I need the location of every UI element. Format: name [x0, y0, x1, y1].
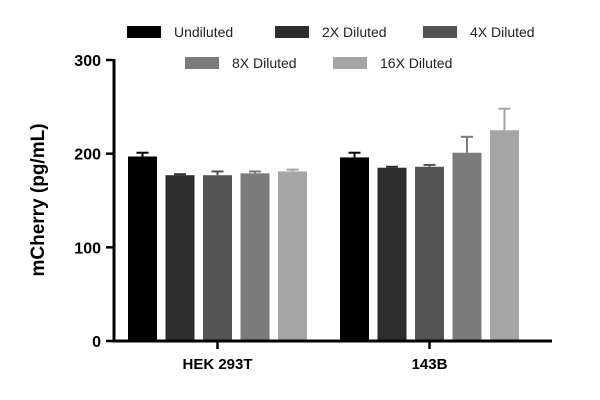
- y-tick-label: 200: [74, 147, 101, 164]
- bar: [340, 157, 369, 341]
- bar: [452, 152, 482, 341]
- bar: [203, 175, 232, 341]
- bars: [128, 107, 519, 341]
- legend-label: 16X Diluted: [380, 55, 452, 71]
- legend-item: 4X Diluted: [423, 24, 535, 40]
- bar: [128, 156, 157, 341]
- bar: [377, 167, 407, 341]
- bar: [240, 173, 270, 341]
- bar: [415, 166, 444, 341]
- legend-swatch: [185, 57, 219, 69]
- legend-item: 16X Diluted: [333, 55, 452, 71]
- bar: [278, 171, 307, 341]
- y-tick-label: 0: [92, 334, 101, 351]
- x-axis: HEK 293T 143B: [112, 339, 552, 373]
- legend: Undiluted 2X Diluted 4X Diluted 8X Diluted 1…: [127, 24, 535, 71]
- legend-label: 2X Diluted: [322, 24, 387, 40]
- bar: [490, 130, 519, 341]
- y-axis-label: mCherry (pg/mL): [28, 123, 49, 276]
- legend-item: 8X Diluted: [185, 55, 297, 71]
- legend-swatch: [423, 26, 457, 38]
- y-tick-label: 300: [74, 53, 101, 70]
- x-tick-label: HEK 293T: [182, 356, 252, 373]
- legend-swatch: [333, 57, 367, 69]
- legend-label: 4X Diluted: [470, 24, 535, 40]
- y-axis: 0 100 200 300: [74, 53, 116, 351]
- legend-swatch: [275, 26, 309, 38]
- legend-label: 8X Diluted: [232, 55, 297, 71]
- legend-item: Undiluted: [127, 24, 233, 40]
- x-tick-label: 143B: [412, 356, 448, 373]
- y-tick-label: 100: [74, 240, 101, 257]
- legend-item: 2X Diluted: [275, 24, 387, 40]
- bar: [165, 175, 195, 341]
- legend-label: Undiluted: [174, 24, 233, 40]
- legend-swatch: [127, 26, 161, 38]
